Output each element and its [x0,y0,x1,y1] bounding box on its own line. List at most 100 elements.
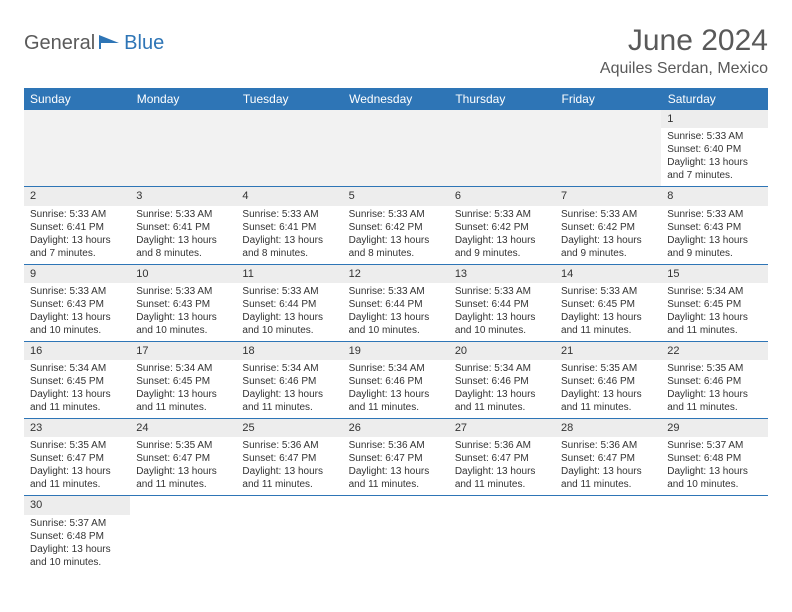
month-title: June 2024 [600,24,768,58]
day-details: Sunrise: 5:34 AMSunset: 6:46 PMDaylight:… [449,360,555,418]
daylight-line: Daylight: 13 hours and 11 minutes. [455,388,549,414]
daylight-line: Daylight: 13 hours and 10 minutes. [242,311,336,337]
daylight-line: Daylight: 13 hours and 11 minutes. [455,465,549,491]
sunrise-line: Sunrise: 5:37 AM [30,517,124,530]
sunset-line: Sunset: 6:42 PM [349,221,443,234]
day-details: Sunrise: 5:33 AMSunset: 6:40 PMDaylight:… [661,128,767,186]
day-number: 30 [24,496,130,514]
calendar-day: 14Sunrise: 5:33 AMSunset: 6:45 PMDayligh… [555,264,661,341]
calendar-day: 1Sunrise: 5:33 AMSunset: 6:40 PMDaylight… [661,110,767,187]
daylight-line: Daylight: 13 hours and 11 minutes. [667,311,761,337]
sunset-line: Sunset: 6:42 PM [455,221,549,234]
day-number: 7 [555,187,661,205]
daylight-line: Daylight: 13 hours and 11 minutes. [561,311,655,337]
day-number: 20 [449,342,555,360]
day-number: 5 [343,187,449,205]
daylight-line: Daylight: 13 hours and 10 minutes. [667,465,761,491]
daylight-line: Daylight: 13 hours and 11 minutes. [136,465,230,491]
daylight-line: Daylight: 13 hours and 9 minutes. [667,234,761,260]
day-number: 28 [555,419,661,437]
sunset-line: Sunset: 6:43 PM [136,298,230,311]
calendar-blank [24,110,130,187]
day-number: 11 [236,265,342,283]
sunset-line: Sunset: 6:47 PM [136,452,230,465]
sunrise-line: Sunrise: 5:36 AM [455,439,549,452]
day-number: 22 [661,342,767,360]
sunset-line: Sunset: 6:41 PM [136,221,230,234]
calendar-blank [449,110,555,187]
calendar-week: 2Sunrise: 5:33 AMSunset: 6:41 PMDaylight… [24,187,768,264]
sunrise-line: Sunrise: 5:33 AM [667,130,761,143]
sunset-line: Sunset: 6:44 PM [242,298,336,311]
daylight-line: Daylight: 13 hours and 10 minutes. [136,311,230,337]
calendar-blank [661,496,767,573]
calendar-day: 27Sunrise: 5:36 AMSunset: 6:47 PMDayligh… [449,419,555,496]
sunrise-line: Sunrise: 5:36 AM [242,439,336,452]
day-number: 21 [555,342,661,360]
sunset-line: Sunset: 6:43 PM [667,221,761,234]
calendar-day: 3Sunrise: 5:33 AMSunset: 6:41 PMDaylight… [130,187,236,264]
day-header-row: SundayMondayTuesdayWednesdayThursdayFrid… [24,88,768,110]
sunrise-line: Sunrise: 5:33 AM [30,285,124,298]
sunrise-line: Sunrise: 5:36 AM [561,439,655,452]
calendar-day: 15Sunrise: 5:34 AMSunset: 6:45 PMDayligh… [661,264,767,341]
daylight-line: Daylight: 13 hours and 9 minutes. [561,234,655,260]
calendar-day: 16Sunrise: 5:34 AMSunset: 6:45 PMDayligh… [24,341,130,418]
title-block: June 2024 Aquiles Serdan, Mexico [600,24,768,78]
sunrise-line: Sunrise: 5:36 AM [349,439,443,452]
day-details: Sunrise: 5:34 AMSunset: 6:45 PMDaylight:… [661,283,767,341]
day-details: Sunrise: 5:35 AMSunset: 6:47 PMDaylight:… [24,437,130,495]
day-header: Saturday [661,88,767,110]
sunrise-line: Sunrise: 5:33 AM [136,208,230,221]
calendar-week: 9Sunrise: 5:33 AMSunset: 6:43 PMDaylight… [24,264,768,341]
sunset-line: Sunset: 6:46 PM [561,375,655,388]
calendar-blank [130,496,236,573]
day-details: Sunrise: 5:33 AMSunset: 6:42 PMDaylight:… [343,206,449,264]
day-details: Sunrise: 5:33 AMSunset: 6:44 PMDaylight:… [449,283,555,341]
day-details: Sunrise: 5:34 AMSunset: 6:46 PMDaylight:… [343,360,449,418]
day-number: 2 [24,187,130,205]
day-details: Sunrise: 5:33 AMSunset: 6:41 PMDaylight:… [236,206,342,264]
calendar-day: 6Sunrise: 5:33 AMSunset: 6:42 PMDaylight… [449,187,555,264]
sunset-line: Sunset: 6:45 PM [667,298,761,311]
day-number: 4 [236,187,342,205]
sunset-line: Sunset: 6:41 PM [30,221,124,234]
sunrise-line: Sunrise: 5:33 AM [455,208,549,221]
calendar-day: 8Sunrise: 5:33 AMSunset: 6:43 PMDaylight… [661,187,767,264]
daylight-line: Daylight: 13 hours and 11 minutes. [561,465,655,491]
day-details: Sunrise: 5:36 AMSunset: 6:47 PMDaylight:… [555,437,661,495]
sunset-line: Sunset: 6:46 PM [242,375,336,388]
day-details: Sunrise: 5:34 AMSunset: 6:46 PMDaylight:… [236,360,342,418]
daylight-line: Daylight: 13 hours and 11 minutes. [242,465,336,491]
day-details: Sunrise: 5:34 AMSunset: 6:45 PMDaylight:… [24,360,130,418]
calendar-day: 18Sunrise: 5:34 AMSunset: 6:46 PMDayligh… [236,341,342,418]
sunrise-line: Sunrise: 5:33 AM [561,208,655,221]
sunset-line: Sunset: 6:45 PM [561,298,655,311]
day-number: 17 [130,342,236,360]
location: Aquiles Serdan, Mexico [600,60,768,78]
sunset-line: Sunset: 6:48 PM [30,530,124,543]
calendar-blank [555,496,661,573]
calendar-day: 2Sunrise: 5:33 AMSunset: 6:41 PMDaylight… [24,187,130,264]
sunset-line: Sunset: 6:40 PM [667,143,761,156]
logo-text-general: General [24,32,95,55]
sunrise-line: Sunrise: 5:33 AM [136,285,230,298]
sunrise-line: Sunrise: 5:33 AM [242,285,336,298]
calendar-day: 26Sunrise: 5:36 AMSunset: 6:47 PMDayligh… [343,419,449,496]
day-number: 12 [343,265,449,283]
calendar-day: 9Sunrise: 5:33 AMSunset: 6:43 PMDaylight… [24,264,130,341]
daylight-line: Daylight: 13 hours and 7 minutes. [667,156,761,182]
day-number: 16 [24,342,130,360]
sunrise-line: Sunrise: 5:35 AM [136,439,230,452]
day-number: 29 [661,419,767,437]
sunrise-line: Sunrise: 5:34 AM [136,362,230,375]
daylight-line: Daylight: 13 hours and 10 minutes. [30,311,124,337]
calendar-day: 17Sunrise: 5:34 AMSunset: 6:45 PMDayligh… [130,341,236,418]
daylight-line: Daylight: 13 hours and 11 minutes. [561,388,655,414]
daylight-line: Daylight: 13 hours and 9 minutes. [455,234,549,260]
logo: General Blue [24,32,164,55]
calendar-day: 7Sunrise: 5:33 AMSunset: 6:42 PMDaylight… [555,187,661,264]
sunrise-line: Sunrise: 5:35 AM [667,362,761,375]
day-number: 15 [661,265,767,283]
calendar-day: 23Sunrise: 5:35 AMSunset: 6:47 PMDayligh… [24,419,130,496]
